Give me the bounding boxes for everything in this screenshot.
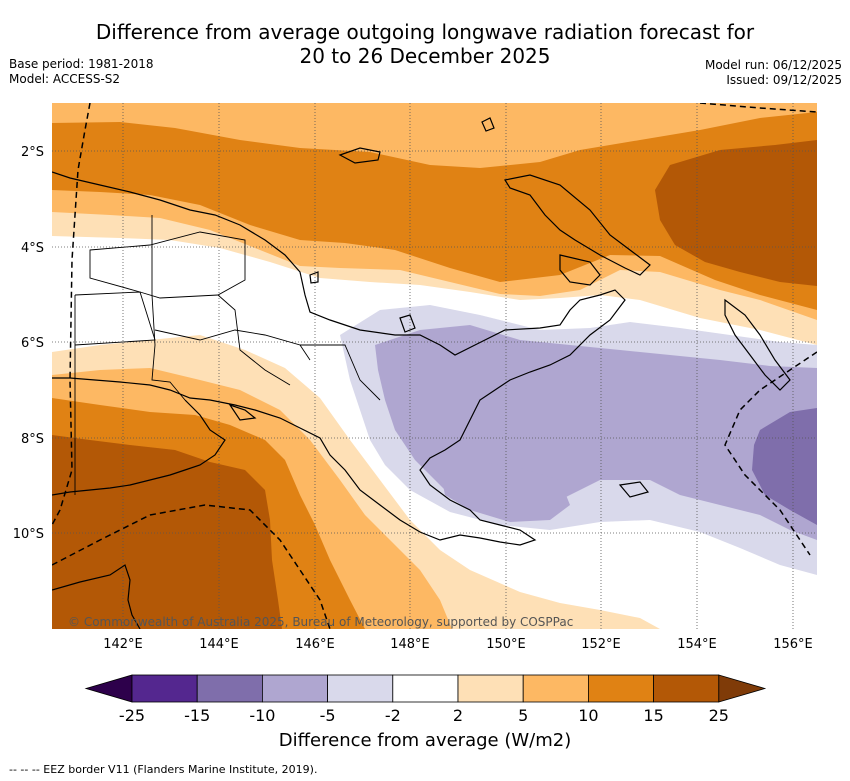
band-neg-10-15 — [752, 408, 817, 525]
band-pos-10-15-north — [52, 112, 817, 310]
colorbar-title: Difference from average (W/m2) — [278, 730, 572, 751]
lon-label-156e: 156°E — [773, 637, 813, 652]
small-island-1 — [481, 117, 495, 132]
lat-label-2s: 2°S — [21, 145, 44, 160]
colorbar-tick-7: 10 — [578, 706, 599, 725]
lat-axis: 2°S 4°S 6°S 8°S 10°S — [13, 145, 44, 542]
eez-north-east — [699, 103, 817, 113]
lon-label-148e: 148°E — [390, 637, 430, 652]
province-borders — [74, 215, 381, 495]
colorbar-swatch-6 — [522, 674, 589, 703]
colorbar-swatch-0 — [131, 674, 198, 703]
anomaly-field: © Commonwealth of Australia 2025, Bureau… — [52, 103, 817, 629]
colorbar-tick-1: -15 — [184, 706, 211, 725]
lon-label-150e: 150°E — [486, 637, 526, 652]
band-neg-5-10-inner — [440, 462, 570, 522]
eez-footnote: -- -- -- EEZ border V11 (Flanders Marine… — [9, 763, 318, 776]
colorbar-tick-3: -5 — [319, 706, 336, 725]
york-peninsula-coast — [52, 564, 141, 629]
lon-label-152e: 152°E — [581, 637, 621, 652]
small-island-5 — [228, 403, 257, 421]
lon-label-142e: 142°E — [103, 637, 143, 652]
province-border-1 — [89, 231, 246, 299]
small-island-4 — [309, 271, 319, 284]
eez-east — [724, 351, 817, 556]
papua-south-coast — [52, 399, 226, 496]
colorbar — [84, 674, 767, 703]
colorbar-tick-8: 15 — [643, 706, 664, 725]
map-title-line2: 20 to 26 December 2025 — [299, 44, 551, 68]
lat-label-6s: 6°S — [21, 336, 44, 351]
new-britain-coast — [504, 174, 651, 276]
map-title-line1: Difference from average outgoing longwav… — [95, 20, 755, 44]
band-pos-15-25-south — [52, 435, 282, 629]
new-guinea-coast — [52, 171, 626, 546]
colorbar-tick-9: 25 — [708, 706, 729, 725]
colorbar-tick-2: -10 — [249, 706, 276, 725]
lon-label-154e: 154°E — [677, 637, 717, 652]
band-pos-15-25-northeast — [655, 140, 817, 286]
colorbar-swatch-4 — [392, 674, 459, 703]
meta-left: Base period: 1981-2018 Model: ACCESS-S2 — [9, 57, 154, 87]
colorbar-over-arrow — [718, 674, 767, 703]
province-border-2 — [74, 291, 156, 346]
lat-label-10s: 10°S — [13, 527, 44, 542]
province-border-3 — [154, 329, 311, 361]
model-text: Model: ACCESS-S2 — [9, 72, 121, 86]
model-run-text: Model run: 06/12/2025 — [704, 58, 842, 72]
colorbar-tick-6: 5 — [518, 706, 529, 725]
eez-borders — [52, 103, 817, 629]
colorbar-swatch-8 — [653, 674, 720, 703]
coastlines — [52, 117, 791, 629]
eez-south — [52, 504, 331, 629]
colorbar-tick-0: -25 — [118, 706, 146, 725]
lat-label-4s: 4°S — [21, 241, 44, 256]
manus-island — [338, 147, 381, 164]
province-border-5 — [300, 344, 381, 401]
border-png-indonesia — [151, 215, 186, 401]
small-island-2 — [399, 314, 416, 333]
colorbar-tick-4: -2 — [384, 706, 401, 725]
map-copyright: © Commonwealth of Australia 2025, Bureau… — [68, 615, 573, 629]
province-border-4 — [217, 294, 291, 386]
colorbar-swatch-5 — [457, 674, 524, 703]
lon-axis: 142°E 144°E 146°E 148°E 150°E 152°E 154°… — [103, 637, 813, 652]
small-island-3 — [618, 481, 650, 498]
lon-label-146e: 146°E — [295, 637, 335, 652]
new-ireland-coast — [559, 254, 601, 286]
colorbar-swatch-7 — [588, 674, 655, 703]
issued-text: Issued: 09/12/2025 — [726, 73, 842, 87]
colorbar-swatch-2 — [261, 674, 328, 703]
meta-right: Model run: 06/12/2025 Issued: 09/12/2025 — [705, 58, 842, 88]
colorbar-under-arrow — [84, 674, 133, 703]
bougainville-coast — [724, 298, 791, 391]
lat-label-8s: 8°S — [21, 432, 44, 447]
eez-west — [52, 103, 91, 526]
colorbar-swatch-3 — [327, 674, 394, 703]
lon-label-144e: 144°E — [199, 637, 239, 652]
colorbar-tick-5: 2 — [452, 706, 464, 725]
base-period-text: Base period: 1981-2018 — [9, 57, 154, 71]
colorbar-swatch-1 — [196, 674, 263, 703]
